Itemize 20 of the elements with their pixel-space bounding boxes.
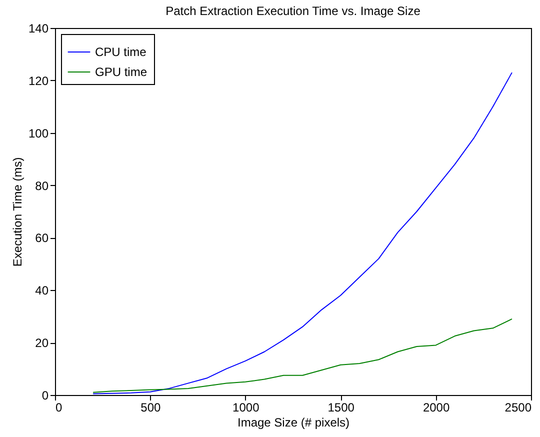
y-tick-label: 120 <box>28 74 49 88</box>
y-tick-label: 20 <box>35 336 49 350</box>
legend-label: CPU time <box>95 45 147 59</box>
x-tick-label: 1000 <box>232 400 260 414</box>
x-tick-label: 2500 <box>504 400 532 414</box>
y-axis-title: Execution Time (ms) <box>10 157 24 267</box>
chart-title: Patch Extraction Execution Time vs. Image Size <box>166 4 421 18</box>
y-tick-label: 40 <box>35 284 49 298</box>
line-series <box>92 318 512 393</box>
y-tick-label: 140 <box>28 22 49 36</box>
y-tick-label: 80 <box>35 178 49 193</box>
y-tick-label: 60 <box>35 231 49 246</box>
x-tick-label: 500 <box>140 400 162 414</box>
legend-label: GPU time <box>95 65 148 79</box>
x-tick-label: 2000 <box>422 400 450 414</box>
y-tick-label: 100 <box>28 126 49 140</box>
x-axis-title: Image Size (# pixels) <box>237 416 350 430</box>
x-tick-label: 0 <box>56 400 62 414</box>
y-tick-label: 0 <box>42 388 49 402</box>
x-tick-label: 1500 <box>328 400 355 414</box>
